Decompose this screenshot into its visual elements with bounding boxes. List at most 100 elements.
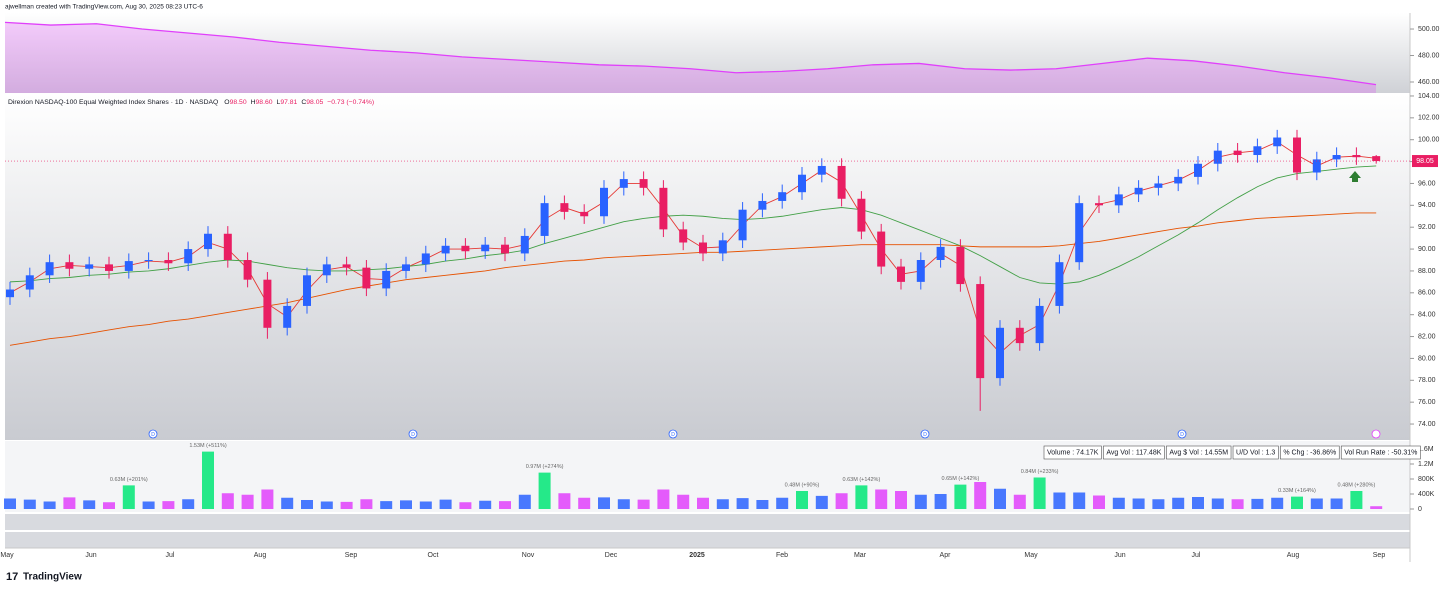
stat-box	[1103, 445, 1165, 460]
candle-body	[362, 267, 371, 289]
volume-bar	[43, 501, 56, 509]
y-tick-label: 76.00	[1418, 399, 1436, 406]
y-tick-label: 104.00	[1418, 93, 1440, 100]
stat-box	[1043, 445, 1102, 460]
candle-body	[1372, 156, 1381, 162]
volume-bar	[796, 490, 808, 509]
moving-average	[9, 212, 1377, 346]
price-panel	[5, 94, 1410, 440]
volume-bar	[202, 451, 214, 509]
candle-body	[1154, 183, 1163, 188]
candle-body	[817, 165, 826, 175]
event-label: D	[1180, 432, 1184, 438]
candle-body	[619, 179, 628, 188]
candle-body	[184, 249, 193, 264]
ohlc-key: O	[224, 99, 229, 106]
y-tick-label: 86.00	[1418, 290, 1436, 297]
stat: Avg $ Vol : 14.55M	[1169, 449, 1228, 456]
ohlc-value: 97.81	[280, 99, 297, 106]
candle-body	[1332, 155, 1341, 160]
volume-bar	[1192, 496, 1204, 509]
volume-bar	[558, 493, 571, 509]
candle-body	[421, 253, 430, 265]
brand: TradingView	[23, 572, 82, 583]
y-tick-label: 84.00	[1418, 312, 1436, 319]
candle-body	[1015, 327, 1024, 344]
y-tick-label: 90.00	[1418, 246, 1436, 253]
volume-bar	[875, 489, 888, 509]
candle-body	[164, 260, 173, 264]
time-label: Sep	[345, 552, 358, 559]
volume-bar	[974, 481, 987, 509]
time-label: Aug	[1287, 552, 1300, 559]
volume-bar	[1112, 497, 1125, 509]
stat: % Chg : -36.86%	[1283, 449, 1336, 456]
volume-bar	[340, 501, 353, 509]
volume-bar	[1093, 495, 1105, 509]
y-tick-label: 92.00	[1418, 224, 1436, 231]
candle-body	[1095, 203, 1103, 206]
volume-label: 0.33M (+164%)	[1278, 488, 1316, 494]
volume-bar	[122, 485, 135, 509]
volume-bar	[499, 501, 511, 509]
candle-body	[916, 260, 925, 282]
y-tick-label: 82.00	[1418, 333, 1436, 340]
y-tick-label: 460.00	[1418, 79, 1440, 86]
y-tick-label: 400K	[1418, 491, 1435, 498]
candle-body	[738, 209, 747, 241]
candle-body	[1273, 137, 1282, 147]
candle-body	[243, 260, 252, 280]
top-panel	[5, 13, 1410, 93]
candle-body	[144, 260, 153, 262]
candle-body	[223, 233, 232, 261]
earnings-marker	[1371, 429, 1381, 439]
y-tick-label: 88.00	[1418, 268, 1436, 275]
volume-bar	[1310, 498, 1323, 509]
volume-bar	[301, 499, 313, 509]
event-marker	[408, 429, 418, 439]
volume-bar	[1013, 494, 1026, 509]
stat: Volume : 74.17K	[1047, 449, 1099, 456]
time-label: 2025	[689, 552, 705, 559]
time-label: Mar	[854, 552, 867, 559]
candle-body	[758, 200, 767, 210]
volume-bar	[1350, 490, 1363, 509]
time-label: Jul	[1192, 552, 1201, 559]
volume-bar	[360, 499, 373, 509]
volume-bar	[1132, 498, 1145, 509]
volume-bar	[320, 501, 333, 509]
y-tick-label: 800K	[1418, 476, 1435, 483]
candle-body	[798, 174, 806, 193]
candle-body	[679, 229, 688, 243]
candle-body	[639, 179, 648, 188]
stat-box	[1166, 445, 1232, 460]
moving-average	[9, 165, 1377, 285]
volume-bar	[1053, 492, 1066, 509]
candle-body	[501, 244, 509, 254]
stat-box	[1280, 445, 1340, 460]
volume-bar	[83, 500, 96, 509]
candle-body	[1352, 155, 1361, 158]
event-label: D	[411, 432, 415, 438]
change: −0.73 (−0.74%)	[327, 99, 374, 106]
ohlc-value: 98.60	[256, 99, 273, 106]
y-tick-label: 94.00	[1418, 202, 1436, 209]
candle-body	[1233, 150, 1242, 156]
time-label: Aug	[254, 552, 267, 559]
candle-body	[124, 261, 133, 271]
stat-box	[1232, 445, 1279, 460]
event-label: D	[671, 432, 675, 438]
line-area	[5, 22, 1376, 93]
candle-body	[481, 244, 490, 252]
ohlc-value: 98.50	[230, 99, 247, 106]
candle-body	[322, 264, 331, 276]
time-label: May	[1024, 552, 1038, 559]
time-label: May	[0, 552, 14, 559]
volume-bar	[914, 494, 927, 509]
volume-bar	[1271, 497, 1284, 509]
attribution: ajwellman created with TradingView.com, …	[5, 4, 203, 11]
ohlc-key: L	[277, 99, 281, 106]
y-tick-label: 0	[1418, 506, 1422, 513]
volume-bar	[657, 489, 670, 509]
volume-bar	[637, 499, 650, 509]
